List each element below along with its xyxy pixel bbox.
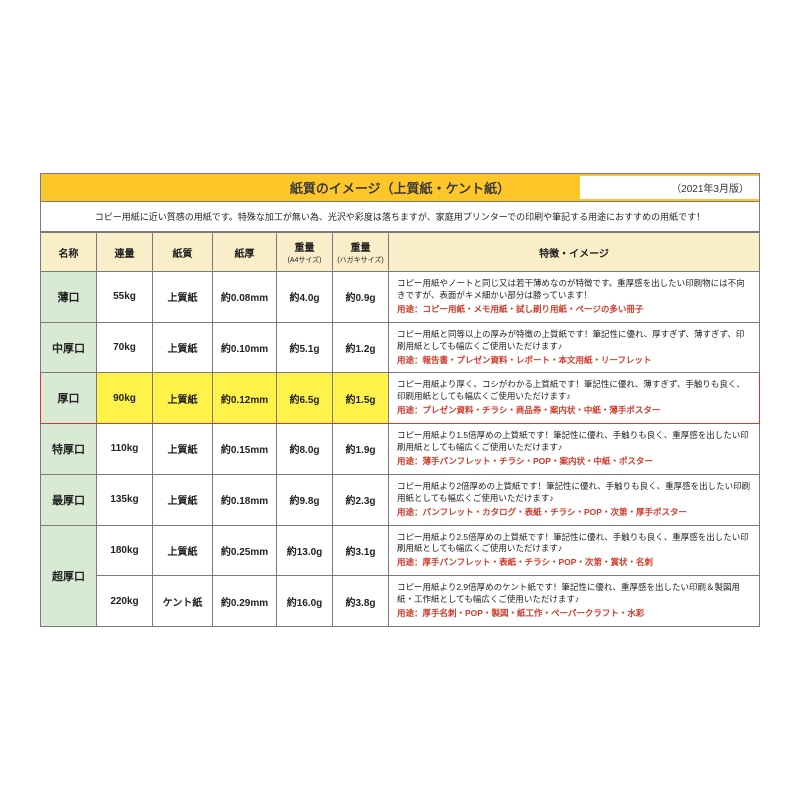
table-body: 薄口55kg上質紙約0.08mm約4.0g約0.9gコピー用紙やノートと同じ又は… [41, 272, 760, 627]
thick-cell: 約0.25mm [213, 525, 277, 576]
desc-text: コピー用紙と同等以上の厚みが特徴の上質紙です！筆記性に優れ、厚すぎず、薄すぎず、… [397, 329, 751, 353]
col-ream: 連量 [97, 233, 153, 272]
wA4-cell: 約16.0g [277, 576, 333, 627]
wPC-cell: 約0.9g [333, 272, 389, 323]
qual-cell: 上質紙 [153, 525, 213, 576]
table-row: 厚口90kg上質紙約0.12mm約6.5g約1.5g コピー用紙より厚く、コシがわ… [41, 373, 760, 424]
name-cell: 特厚口 [41, 424, 97, 475]
desc-text: コピー用紙より2.9倍厚めのケント紙です！筆記性に優れ、重厚感を出したい印刷＆製… [397, 582, 751, 606]
description-cell: コピー用紙より2.5倍厚めの上質紙です！筆記性に優れ、手触りも良く、重厚感を出し… [389, 525, 760, 576]
name-cell: 超厚口 [41, 525, 97, 626]
name-cell: 厚口 [41, 373, 97, 424]
description-cell: コピー用紙より2倍厚めの上質紙です！筆記性に優れ、手触りも良く、重厚感を出したい… [389, 474, 760, 525]
table-row: 超厚口180kg上質紙約0.25mm約13.0g約3.1gコピー用紙より2.5倍… [41, 525, 760, 576]
use-text: 用途：厚手パンフレット・表紙・チラシ・POP・次第・賞状・名刺 [397, 557, 751, 569]
col-thickness: 紙厚 [213, 233, 277, 272]
wA4-cell: 約8.0g [277, 424, 333, 475]
desc-text: コピー用紙より1.5倍厚めの上質紙です！筆記性に優れ、手触りも良く、重厚感を出し… [397, 430, 751, 454]
paper-spec-page: 紙質のイメージ（上質紙・ケント紙） （2021年3月版） コピー用紙に近い質感の… [40, 173, 760, 627]
wA4-cell: 約6.5g [277, 373, 333, 424]
use-text: 用途：報告書・プレゼン資料・レポート・本文用紙・リーフレット [397, 355, 751, 367]
table-row: 特厚口110kg上質紙約0.15mm約8.0g約1.9g コピー用紙より1.5倍厚… [41, 424, 760, 475]
description-cell: コピー用紙より1.5倍厚めの上質紙です！筆記性に優れ、手触りも良く、重厚感を出し… [389, 424, 760, 475]
col-name: 名称 [41, 233, 97, 272]
intro-text: コピー用紙に近い質感の用紙です。特殊な加工が無い為、光沢や彩度は落ちますが、家庭… [40, 202, 760, 232]
wPC-cell: 約3.1g [333, 525, 389, 576]
page-title: 紙質のイメージ（上質紙・ケント紙） [221, 174, 580, 201]
use-text: 用途：厚手名刺・POP・製図・紙工作・ペーパークラフト・水彩 [397, 608, 751, 620]
ream-cell: 55kg [97, 272, 153, 323]
table-row: 最厚口135kg上質紙約0.18mm約9.8g約2.3g コピー用紙より2倍厚めの… [41, 474, 760, 525]
desc-text: コピー用紙より厚く、コシがわかる上質紙です！筆記性に優れ、薄すぎず、手触りも良く… [397, 379, 751, 403]
table-header: 名称 連量 紙質 紙厚 重量 (A4サイズ) 重量 (ハガキサイズ) 特徴・イメ… [41, 233, 760, 272]
table-row: 220kgケント紙約0.29mm約16.0g約3.8g コピー用紙より2.9倍厚め… [41, 576, 760, 627]
version-label: （2021年3月版） [580, 176, 760, 199]
thick-cell: 約0.10mm [213, 322, 277, 373]
name-cell: 中厚口 [41, 322, 97, 373]
col-weight-pc: 重量 (ハガキサイズ) [333, 233, 389, 272]
description-cell: コピー用紙より厚く、コシがわかる上質紙です！筆記性に優れ、薄すぎず、手触りも良く… [389, 373, 760, 424]
ream-cell: 90kg [97, 373, 153, 424]
col-quality: 紙質 [153, 233, 213, 272]
use-text: 用途：薄手パンフレット・チラシ・POP・案内状・中紙・ポスター [397, 456, 751, 468]
wPC-cell: 約1.9g [333, 424, 389, 475]
desc-text: コピー用紙より2.5倍厚めの上質紙です！筆記性に優れ、手触りも良く、重厚感を出し… [397, 532, 751, 556]
desc-text: コピー用紙やノートと同じ又は若干薄めなのが特徴です。重厚感を出したい印刷物には不… [397, 278, 751, 302]
col-weight-a4-label: 重量 [295, 243, 315, 254]
qual-cell: 上質紙 [153, 322, 213, 373]
thick-cell: 約0.29mm [213, 576, 277, 627]
thick-cell: 約0.12mm [213, 373, 277, 424]
thick-cell: 約0.08mm [213, 272, 277, 323]
title-bar: 紙質のイメージ（上質紙・ケント紙） （2021年3月版） [40, 173, 760, 202]
ream-cell: 180kg [97, 525, 153, 576]
thick-cell: 約0.15mm [213, 424, 277, 475]
wPC-cell: 約1.2g [333, 322, 389, 373]
wPC-cell: 約2.3g [333, 474, 389, 525]
thick-cell: 約0.18mm [213, 474, 277, 525]
name-cell: 薄口 [41, 272, 97, 323]
wA4-cell: 約4.0g [277, 272, 333, 323]
qual-cell: ケント紙 [153, 576, 213, 627]
description-cell: コピー用紙と同等以上の厚みが特徴の上質紙です！筆記性に優れ、厚すぎず、薄すぎず、… [389, 322, 760, 373]
ream-cell: 135kg [97, 474, 153, 525]
table-row: 薄口55kg上質紙約0.08mm約4.0g約0.9g コピー用紙やノートと同じ又は… [41, 272, 760, 323]
qual-cell: 上質紙 [153, 474, 213, 525]
title-bar-left [41, 175, 221, 201]
wA4-cell: 約9.8g [277, 474, 333, 525]
description-cell: コピー用紙より2.9倍厚めのケント紙です！筆記性に優れ、重厚感を出したい印刷＆製… [389, 576, 760, 627]
qual-cell: 上質紙 [153, 272, 213, 323]
ream-cell: 110kg [97, 424, 153, 475]
ream-cell: 70kg [97, 322, 153, 373]
col-weight-a4-sub: (A4サイズ) [279, 255, 330, 265]
col-description: 特徴・イメージ [389, 233, 760, 272]
qual-cell: 上質紙 [153, 424, 213, 475]
use-text: 用途：プレゼン資料・チラシ・商品券・案内状・中紙・薄手ポスター [397, 405, 751, 417]
ream-cell: 220kg [97, 576, 153, 627]
use-text: 用途：コピー用紙・メモ用紙・試し刷り用紙・ページの多い冊子 [397, 304, 751, 316]
wPC-cell: 約3.8g [333, 576, 389, 627]
wA4-cell: 約5.1g [277, 322, 333, 373]
name-cell: 最厚口 [41, 474, 97, 525]
col-weight-pc-label: 重量 [351, 243, 371, 254]
wA4-cell: 約13.0g [277, 525, 333, 576]
table-row: 中厚口70kg上質紙約0.10mm約5.1g約1.2g コピー用紙と同等以上の厚み… [41, 322, 760, 373]
use-text: 用途：パンフレット・カタログ・表紙・チラシ・POP・次第・厚手ポスター [397, 507, 751, 519]
col-weight-a4: 重量 (A4サイズ) [277, 233, 333, 272]
wPC-cell: 約1.5g [333, 373, 389, 424]
spec-table: 名称 連量 紙質 紙厚 重量 (A4サイズ) 重量 (ハガキサイズ) 特徴・イメ… [40, 232, 760, 627]
desc-text: コピー用紙より2倍厚めの上質紙です！筆記性に優れ、手触りも良く、重厚感を出したい… [397, 481, 751, 505]
description-cell: コピー用紙やノートと同じ又は若干薄めなのが特徴です。重厚感を出したい印刷物には不… [389, 272, 760, 323]
col-weight-pc-sub: (ハガキサイズ) [335, 255, 386, 265]
qual-cell: 上質紙 [153, 373, 213, 424]
